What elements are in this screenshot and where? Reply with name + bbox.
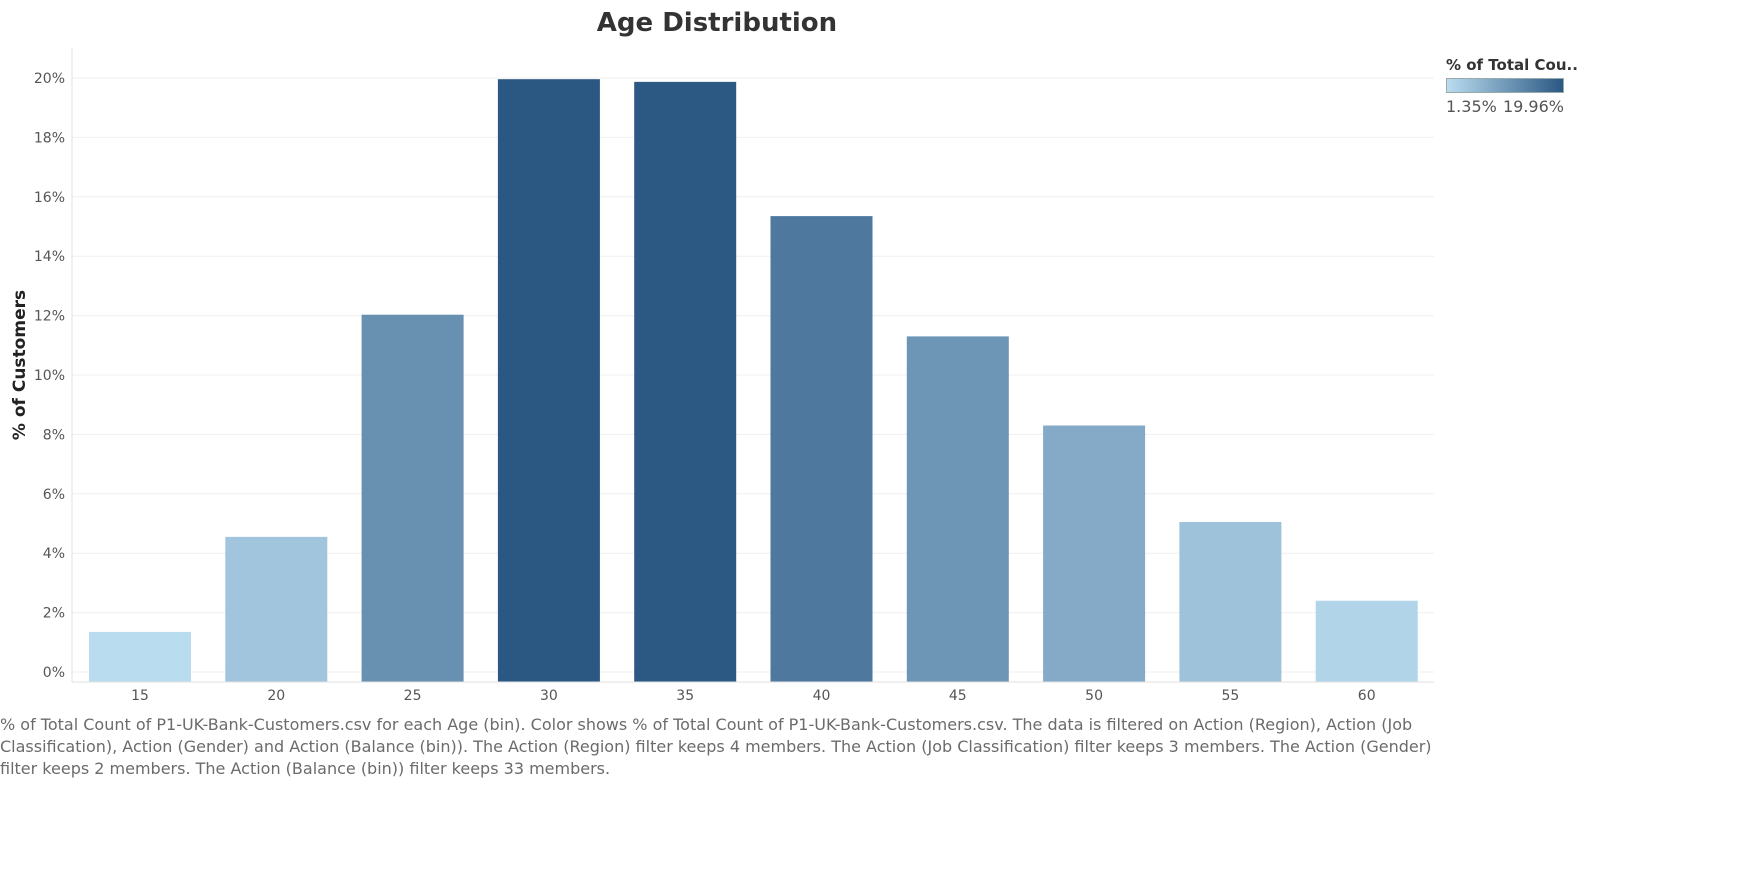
legend-min-label: 1.35% xyxy=(1446,97,1497,116)
x-tick-label: 60 xyxy=(1358,688,1376,704)
legend-labels: 1.35% 19.96% xyxy=(1446,97,1564,116)
y-tick-label: 12% xyxy=(34,309,65,325)
y-tick-label: 2% xyxy=(43,606,65,622)
x-tick-label: 55 xyxy=(1221,688,1239,704)
y-tick-label: 10% xyxy=(34,368,65,384)
y-tick-label: 20% xyxy=(34,71,65,87)
bar-age-50[interactable] xyxy=(1043,425,1146,682)
x-tick-label: 15 xyxy=(131,688,149,704)
legend-title: % of Total Cou.. xyxy=(1446,56,1578,74)
bar-age-35[interactable] xyxy=(634,81,737,682)
chart-caption: % of Total Count of P1-UK-Bank-Customers… xyxy=(0,715,1432,778)
x-tick-label: 25 xyxy=(404,688,422,704)
bar-chart: 0% 2% 4% 6% 8% 10% 12% 14% 16% 18% 20% 15 20 25 30 35 40… xyxy=(10,48,1434,704)
legend-color-ramp xyxy=(1446,78,1564,93)
legend-max-label: 19.96% xyxy=(1502,97,1564,116)
y-tick-label: 14% xyxy=(34,249,65,265)
y-tick-label: 18% xyxy=(34,130,65,146)
color-legend: % of Total Cou.. 1.35% 19.96% xyxy=(1446,56,1762,116)
bar-age-15[interactable] xyxy=(89,631,191,682)
bar-age-55[interactable] xyxy=(1179,522,1282,682)
x-tick-label: 40 xyxy=(813,688,831,704)
bar-age-30[interactable] xyxy=(497,79,600,683)
bar-age-25[interactable] xyxy=(361,314,464,682)
y-axis-title: % of Customers xyxy=(10,290,30,440)
axes: 0% 2% 4% 6% 8% 10% 12% 14% 16% 18% 20% 15 20 25 30 35 40… xyxy=(34,48,1434,704)
chart-title: Age Distribution xyxy=(596,8,838,38)
x-tick-label: 45 xyxy=(949,688,967,704)
bar-age-60[interactable] xyxy=(1315,600,1418,682)
bars xyxy=(89,79,1418,683)
y-tick-label: 8% xyxy=(43,427,65,443)
y-tick-label: 0% xyxy=(43,665,65,681)
y-tick-label: 16% xyxy=(34,190,65,206)
x-tick-label: 20 xyxy=(267,688,285,704)
y-tick-label: 6% xyxy=(43,487,65,503)
y-tick-label: 4% xyxy=(43,546,65,562)
x-tick-label: 50 xyxy=(1085,688,1103,704)
bar-age-45[interactable] xyxy=(906,336,1009,682)
x-tick-label: 35 xyxy=(676,688,694,704)
bar-age-20[interactable] xyxy=(225,536,328,682)
x-tick-label: 30 xyxy=(540,688,558,704)
bar-age-40[interactable] xyxy=(770,216,873,683)
